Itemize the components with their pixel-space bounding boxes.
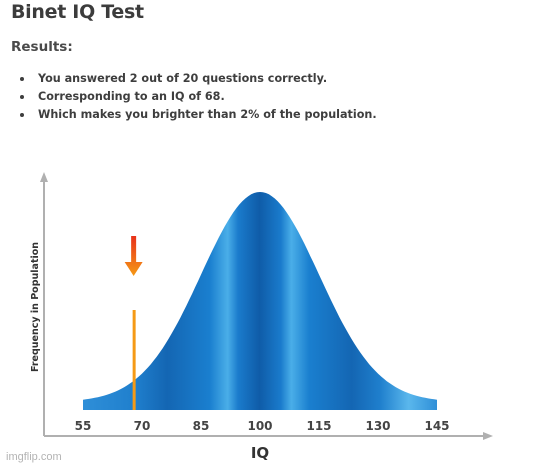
results-heading: Results:: [11, 39, 73, 55]
list-item: Corresponding to an IQ of 68.: [11, 88, 377, 106]
list-item: You answered 2 out of 20 questions corre…: [11, 70, 377, 88]
x-tick-label: 55: [75, 419, 92, 433]
result-text-score: You answered 2 out of 20 questions corre…: [38, 72, 328, 85]
y-axis-arrow-icon: [40, 172, 48, 182]
bullet-icon: [20, 113, 24, 117]
x-tick-labels: 55 70 85 100 115 130 145: [75, 419, 450, 433]
x-tick-label: 145: [424, 419, 449, 433]
results-list: You answered 2 out of 20 questions corre…: [11, 70, 377, 124]
x-tick-label: 115: [306, 419, 331, 433]
x-tick-label: 100: [247, 419, 272, 433]
result-text-iq: Corresponding to an IQ of 68.: [38, 90, 225, 103]
x-axis-arrow-icon: [483, 432, 493, 440]
list-item: Which makes you brighter than 2% of the …: [11, 106, 377, 124]
page-title: Binet IQ Test: [11, 1, 144, 23]
y-axis-label: Frequency in Population: [30, 242, 41, 372]
result-text-percentile: Which makes you brighter than 2% of the …: [38, 108, 377, 121]
x-tick-label: 130: [365, 419, 390, 433]
watermark: imgflip.com: [6, 451, 62, 463]
bullet-icon: [20, 95, 24, 99]
iq-marker-line: [132, 310, 136, 410]
x-tick-label: 85: [193, 419, 210, 433]
distribution-curve: [83, 192, 437, 410]
bullet-icon: [20, 77, 24, 81]
x-tick-label: 70: [134, 419, 151, 433]
down-arrow-icon: [124, 236, 143, 276]
x-axis-label: IQ: [251, 444, 269, 462]
